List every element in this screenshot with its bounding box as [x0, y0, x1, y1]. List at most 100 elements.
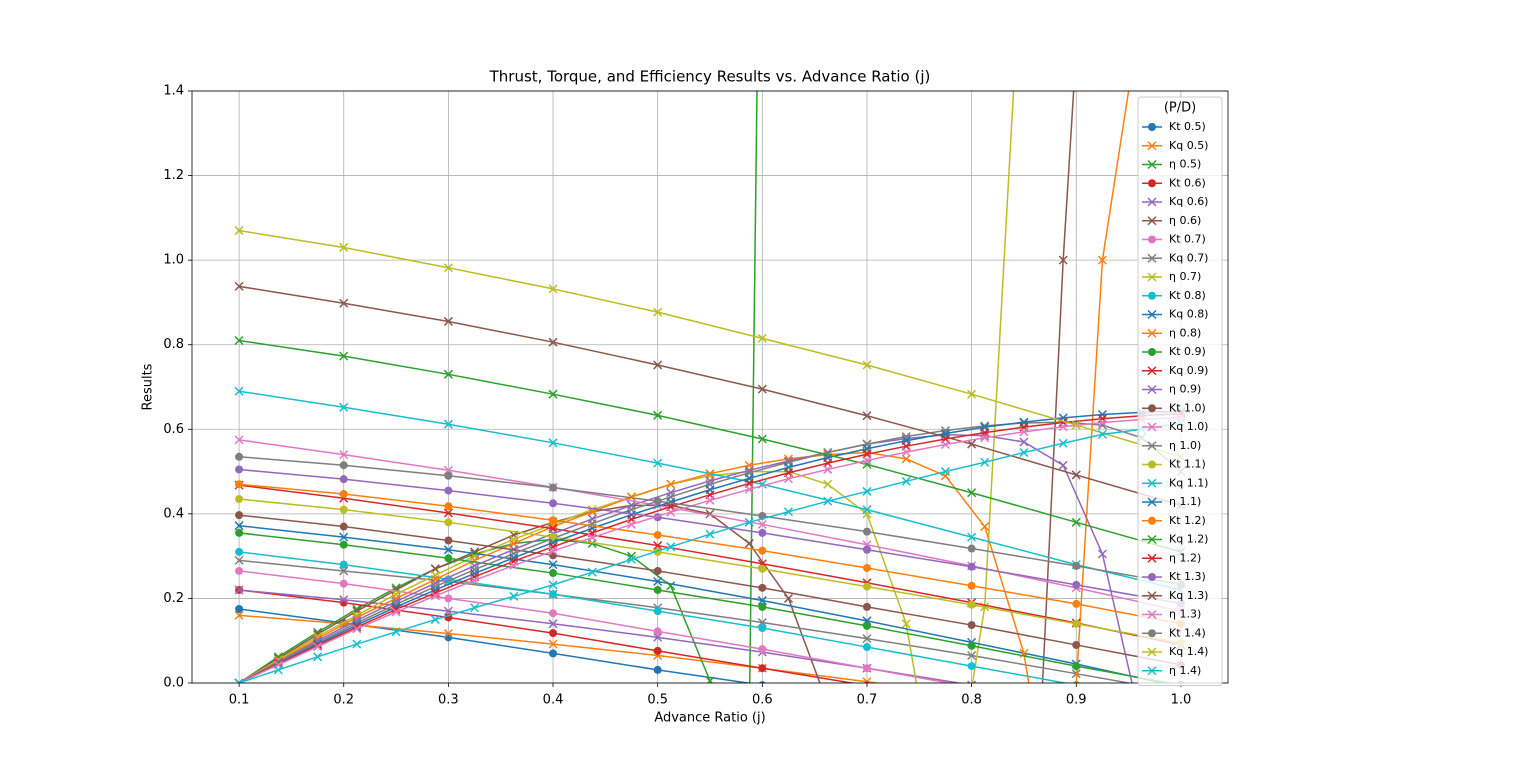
legend-label: Kt 1.2): [1169, 514, 1206, 527]
marker: [901, 619, 911, 629]
series-line: [238, 229, 1182, 458]
series: [235, 495, 1185, 647]
marker: [443, 606, 453, 616]
marker: [967, 680, 977, 683]
series-line: [238, 484, 1182, 646]
legend-label: η 1.2): [1169, 551, 1201, 564]
marker: [443, 508, 453, 518]
marker: [967, 532, 977, 542]
marker: [235, 528, 244, 537]
marker: [862, 360, 872, 370]
marker: [234, 335, 244, 346]
marker: [430, 591, 440, 601]
marker: [235, 452, 244, 461]
marker: [862, 545, 871, 554]
marker: [444, 554, 453, 563]
marker: [967, 650, 977, 661]
marker: [653, 646, 662, 655]
marker: [862, 486, 872, 496]
legend-marker: [1147, 253, 1157, 263]
marker: [339, 402, 349, 412]
marker: [548, 337, 558, 347]
marker: [967, 488, 977, 498]
x-tick-label: 0.2: [333, 693, 354, 708]
marker: [1058, 460, 1068, 470]
series: [234, 91, 1015, 683]
marker: [1058, 438, 1068, 448]
marker: [549, 629, 558, 638]
marker: [1072, 561, 1081, 570]
y-axis-label: Results: [141, 363, 156, 410]
x-tick-label: 0.4: [543, 693, 564, 708]
marker: [758, 546, 767, 555]
marker: [234, 555, 244, 565]
marker: [823, 464, 833, 474]
marker: [783, 507, 794, 517]
legend-frame: [1137, 96, 1223, 686]
legend-marker: [1147, 309, 1157, 320]
legend-label: η 1.4): [1169, 664, 1201, 677]
marker: [548, 560, 558, 570]
marker: [339, 579, 348, 588]
marker: [339, 505, 348, 514]
marker: [666, 479, 676, 489]
marker: [967, 439, 977, 449]
marker: [273, 665, 283, 675]
marker: [313, 652, 323, 662]
legend-marker: [1148, 348, 1156, 356]
legend-title: (P/D): [1164, 101, 1196, 116]
marker: [339, 532, 349, 542]
legend-label: Kq 1.0): [1169, 420, 1208, 433]
marker: [1097, 414, 1107, 424]
marker: [548, 619, 558, 629]
series-line: [239, 514, 1182, 666]
marker: [235, 605, 244, 613]
legend-marker: [1148, 629, 1156, 638]
legend-marker: [1147, 197, 1157, 207]
legend-label: Kt 0.8): [1169, 289, 1206, 302]
marker: [862, 582, 871, 591]
marker: [653, 541, 663, 551]
legend-label: Kq 1.2): [1169, 533, 1208, 546]
marker: [548, 438, 558, 448]
marker: [1097, 255, 1107, 265]
marker: [235, 480, 244, 489]
series-line: [238, 390, 1182, 591]
marker: [653, 360, 663, 370]
marker: [1058, 422, 1068, 432]
marker: [235, 511, 244, 520]
legend-label: Kt 0.6): [1169, 176, 1206, 189]
legend-label: η 0.5): [1169, 158, 1201, 171]
marker: [823, 496, 833, 506]
marker: [653, 497, 662, 506]
marker: [339, 450, 349, 460]
series-line: [239, 456, 1182, 586]
y-tick-label: 1.4: [163, 84, 184, 99]
series: [234, 335, 1186, 557]
legend-marker: [1147, 384, 1157, 395]
y-tick-label: 0.8: [163, 337, 184, 352]
marker: [339, 566, 349, 576]
marker: [1019, 448, 1029, 458]
legend-label: Kt 0.9): [1169, 345, 1206, 358]
x-axis-label: Advance Ratio (j): [654, 711, 765, 726]
series: [235, 452, 1185, 589]
marker: [1072, 662, 1081, 671]
marker: [1072, 640, 1081, 649]
marker: [339, 489, 348, 498]
marker: [549, 516, 558, 525]
marker: [653, 576, 663, 587]
marker: [587, 567, 597, 577]
legend-marker: [1147, 216, 1157, 226]
marker: [967, 662, 976, 671]
marker: [549, 569, 558, 578]
marker: [653, 307, 663, 317]
marker: [967, 641, 976, 650]
marker: [549, 483, 558, 492]
marker: [430, 615, 440, 625]
legend-label: η 0.9): [1169, 383, 1201, 396]
marker: [901, 454, 911, 464]
marker: [444, 536, 453, 545]
legend-marker: [1148, 460, 1156, 469]
marker: [234, 435, 244, 445]
